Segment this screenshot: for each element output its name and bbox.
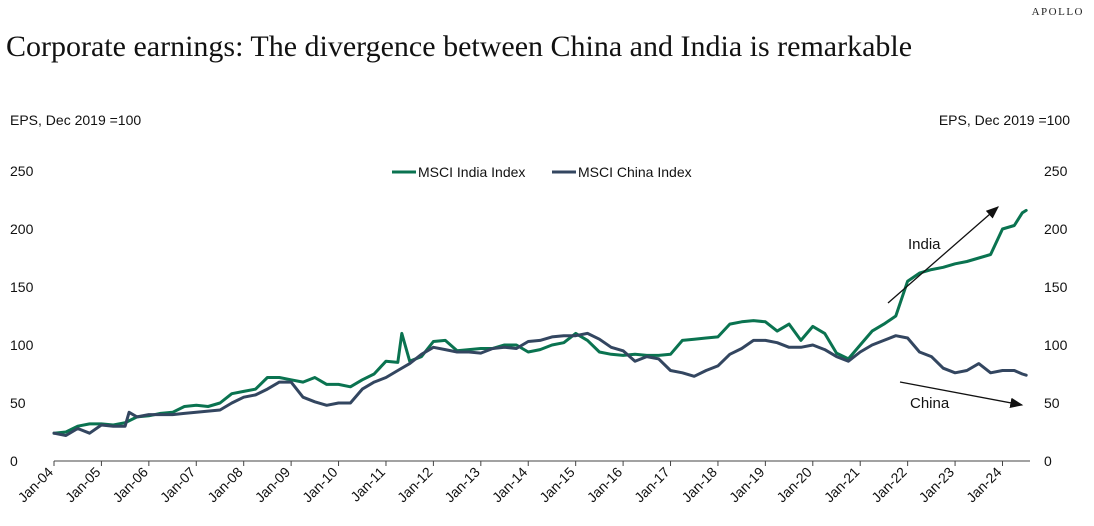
y-tick-label-left: 200 [10,221,34,237]
chart-title: Corporate earnings: The divergence betwe… [6,30,913,63]
x-tick-label: Jan-21 [821,464,863,506]
y-tick-label-right: 100 [1044,337,1068,353]
x-tick-label: Jan-10 [299,464,341,506]
x-tick-label: Jan-22 [868,464,910,506]
arrow-india-up [887,206,999,304]
x-tick-label: Jan-07 [157,464,199,506]
series-line-china [52,331,1028,437]
y-axis-unit-right: EPS, Dec 2019 =100 [938,112,1070,128]
y-tick-label-right: 50 [1044,395,1060,411]
x-tick-label: Jan-05 [62,464,104,506]
annotation-china: China [910,395,950,412]
x-tick-label: Jan-15 [536,464,578,506]
x-tick-label: Jan-04 [15,464,57,506]
x-tick-label: Jan-18 [678,464,720,506]
x-tick-label: Jan-14 [489,464,531,506]
y-axis-unit-left: EPS, Dec 2019 =100 [10,112,142,128]
annotation-india: India [908,236,941,253]
y-tick-label-right: 250 [1044,163,1068,179]
x-tick-label: Jan-11 [347,464,388,505]
y-tick-label-left: 150 [10,279,34,295]
x-tick-label: Jan-13 [441,464,483,506]
x-tick-label: Jan-16 [584,464,626,506]
legend-label: MSCI China Index [578,164,692,180]
y-tick-label-right: 200 [1044,221,1068,237]
y-tick-label-left: 100 [10,337,34,353]
x-tick-label: Jan-17 [631,464,673,506]
y-tick-label-right: 150 [1044,279,1068,295]
y-tick-label-right: 0 [1044,453,1052,469]
y-tick-label-left: 250 [10,163,34,179]
y-tick-label-left: 50 [10,395,26,411]
x-tick-label: Jan-12 [394,464,436,506]
x-tick-label: Jan-20 [773,464,815,506]
brand-logo: APOLLO [1031,6,1084,18]
x-tick-label: Jan-06 [109,464,151,506]
x-tick-label: Jan-08 [204,464,246,506]
series-line-india [52,208,1028,435]
y-tick-label-left: 0 [10,453,18,469]
x-tick-label: Jan-24 [963,464,1005,506]
x-tick-label: Jan-09 [252,464,294,506]
x-tick-label: Jan-23 [916,464,958,506]
arrow-china-down [899,381,1024,408]
legend-label: MSCI India Index [418,164,525,180]
x-tick-label: Jan-19 [726,464,768,506]
